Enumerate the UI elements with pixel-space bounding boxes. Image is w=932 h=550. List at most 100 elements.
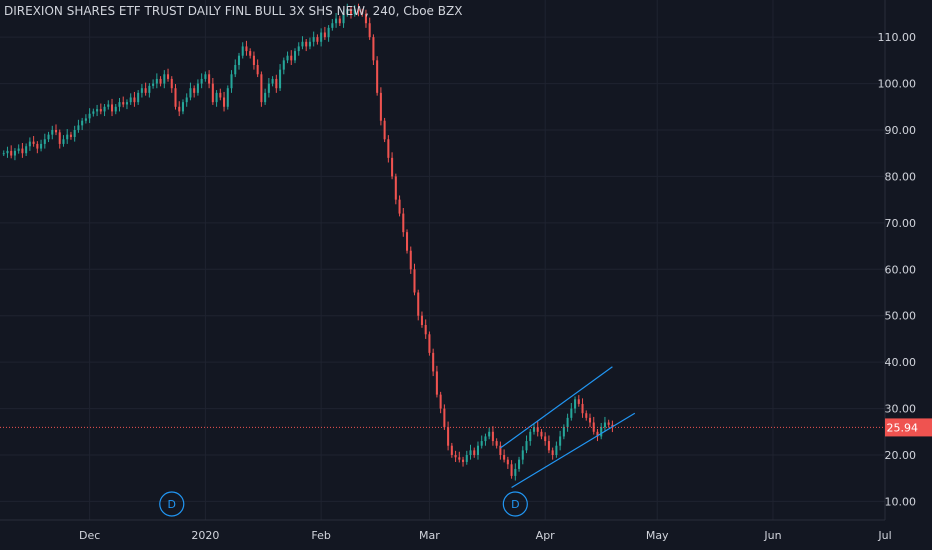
candle-body <box>338 18 341 24</box>
candle-body <box>290 55 293 61</box>
candle-body <box>368 23 371 38</box>
candle-body <box>211 83 214 103</box>
candle-body <box>480 441 483 446</box>
candle-body <box>297 46 300 52</box>
trend-line-lower[interactable] <box>511 412 636 489</box>
candle-body <box>596 431 599 437</box>
candle-body <box>510 464 513 476</box>
candle-body <box>62 139 65 144</box>
candle-body <box>600 427 603 437</box>
trend-line-upper[interactable] <box>500 366 613 449</box>
candle-body <box>577 399 580 404</box>
candle-body <box>394 176 397 200</box>
candle-body <box>383 120 386 140</box>
candle-body <box>521 450 524 460</box>
candle-body <box>484 436 487 442</box>
candle-body <box>129 97 132 103</box>
candle-body <box>398 199 401 214</box>
candle-body <box>499 445 502 455</box>
candle-body <box>585 413 588 418</box>
candle-body <box>84 118 87 121</box>
candle-body <box>77 125 80 130</box>
candle-body <box>226 88 229 107</box>
candle-body <box>208 74 211 84</box>
candle-body <box>323 32 326 38</box>
candle-body <box>125 102 128 105</box>
y-tick-label: 60.00 <box>885 263 917 276</box>
candle-body <box>301 41 304 47</box>
candle-body <box>353 9 356 14</box>
candle-body <box>58 132 61 144</box>
candle-body <box>279 69 282 89</box>
candle-body <box>122 102 125 105</box>
candle-body <box>189 88 192 98</box>
candle-body <box>405 232 409 251</box>
candle-body <box>391 157 394 177</box>
dividend-marker[interactable] <box>502 491 528 517</box>
candle-body <box>73 130 76 137</box>
candle-body <box>372 37 375 61</box>
last-price-badge <box>885 418 932 437</box>
candle-body <box>96 109 99 112</box>
candle-body <box>88 113 91 119</box>
candle-body <box>454 455 457 458</box>
candle-body <box>267 83 270 93</box>
y-tick-label: 50.00 <box>885 310 917 323</box>
candle-body <box>245 46 248 52</box>
candle-body <box>264 92 267 103</box>
y-tick-label: 40.00 <box>885 356 917 369</box>
candle-body <box>237 55 241 65</box>
candle-body <box>293 51 297 61</box>
candle-body <box>185 97 188 103</box>
candle-body <box>118 102 121 107</box>
candle-body <box>252 55 255 65</box>
candle-body <box>36 143 39 149</box>
candle-body <box>428 334 431 353</box>
candle-body <box>69 134 72 137</box>
candle-body <box>335 18 338 24</box>
candle-body <box>458 457 461 460</box>
x-tick-label: Jun <box>763 529 781 542</box>
candle-body <box>364 13 367 24</box>
grid <box>0 0 886 520</box>
candle-body <box>305 41 308 47</box>
candle-body <box>170 78 173 89</box>
candle-body <box>47 134 50 140</box>
candle-body <box>10 150 13 156</box>
candle-body <box>432 352 435 372</box>
dividend-marker[interactable] <box>159 491 185 517</box>
candle-body <box>443 408 446 428</box>
y-axis[interactable]: 110.00 100.00 90.00 80.00 70.00 60.00 50.00 40.… <box>878 31 932 508</box>
candle-body <box>357 9 360 12</box>
candle-body <box>110 104 114 112</box>
candle-body <box>420 315 423 325</box>
candle-body <box>256 65 259 75</box>
candle-body <box>413 269 416 293</box>
candle-body <box>140 88 143 93</box>
candle-body <box>547 441 550 451</box>
candle-body <box>316 37 319 42</box>
candle-body <box>424 325 427 335</box>
candle-body <box>28 141 31 147</box>
candle-body <box>536 427 539 432</box>
candle-body <box>204 74 207 79</box>
candle-body <box>40 143 43 149</box>
candle-body <box>387 139 390 158</box>
candle-body <box>503 455 506 460</box>
candle-body <box>506 459 509 465</box>
candle-body <box>159 78 162 84</box>
candle-body <box>376 60 379 93</box>
x-axis[interactable]: Dec 2020 Feb Mar Apr May Jun Jul <box>79 529 892 542</box>
candle-body <box>346 9 349 14</box>
candle-body <box>544 436 547 442</box>
x-tick-label: Jul <box>877 529 891 542</box>
candle-body <box>2 153 5 155</box>
candle-body <box>200 78 203 84</box>
candle-body <box>260 74 263 103</box>
candle-body <box>342 13 345 24</box>
candle-body <box>570 408 573 418</box>
candle-body <box>518 459 521 469</box>
trend-channel[interactable] <box>500 366 636 489</box>
